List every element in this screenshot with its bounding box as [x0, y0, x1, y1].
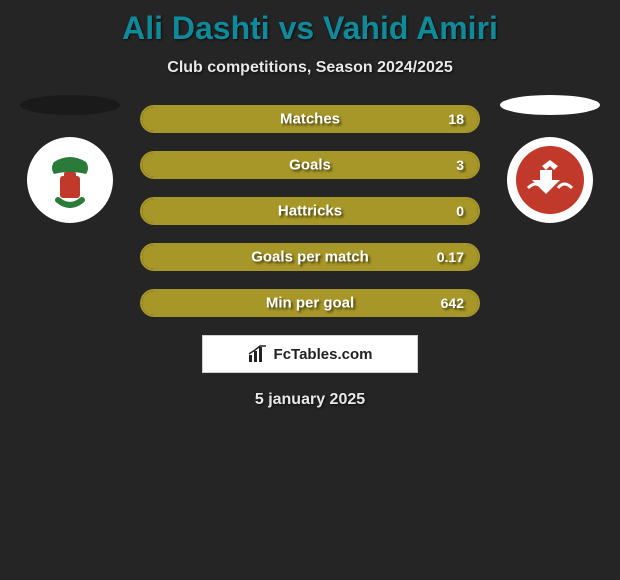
page-title: Ali Dashti vs Vahid Amiri — [0, 0, 620, 47]
stat-bar-value: 0.17 — [437, 249, 464, 265]
stat-bar-label: Goals per match — [251, 249, 369, 266]
stat-bar-value: 18 — [448, 111, 464, 127]
left-team-block — [20, 95, 120, 195]
stat-bar-label: Matches — [280, 111, 340, 128]
left-team-badge — [27, 137, 113, 223]
left-ellipse — [20, 95, 120, 115]
stat-bar-label: Min per goal — [266, 295, 354, 312]
right-team-crest-icon — [514, 144, 586, 216]
stat-bar-value: 0 — [456, 203, 464, 219]
stat-bar-label: Goals — [289, 157, 331, 174]
right-team-badge — [507, 137, 593, 223]
stat-bar: Hattricks 0 — [140, 197, 480, 225]
stat-bar-label: Hattricks — [278, 203, 342, 220]
right-team-block — [500, 95, 600, 195]
stat-bar: Goals per match 0.17 — [140, 243, 480, 271]
page-subtitle: Club competitions, Season 2024/2025 — [0, 59, 620, 77]
stat-bar: Matches 18 — [140, 105, 480, 133]
stat-bar: Min per goal 642 — [140, 289, 480, 317]
left-team-crest-icon — [38, 148, 102, 212]
stat-bar-value: 642 — [441, 295, 464, 311]
stat-bar: Goals 3 — [140, 151, 480, 179]
date-label: 5 january 2025 — [0, 391, 620, 409]
stats-bars: Matches 18 Goals 3 Hattricks 0 Goals per match… — [140, 105, 480, 317]
stat-bar-value: 3 — [456, 157, 464, 173]
fctables-logo[interactable]: FcTables.com — [202, 335, 418, 373]
right-ellipse — [500, 95, 600, 115]
fctables-logo-text: FcTables.com — [274, 346, 373, 363]
bar-chart-icon — [248, 345, 268, 363]
